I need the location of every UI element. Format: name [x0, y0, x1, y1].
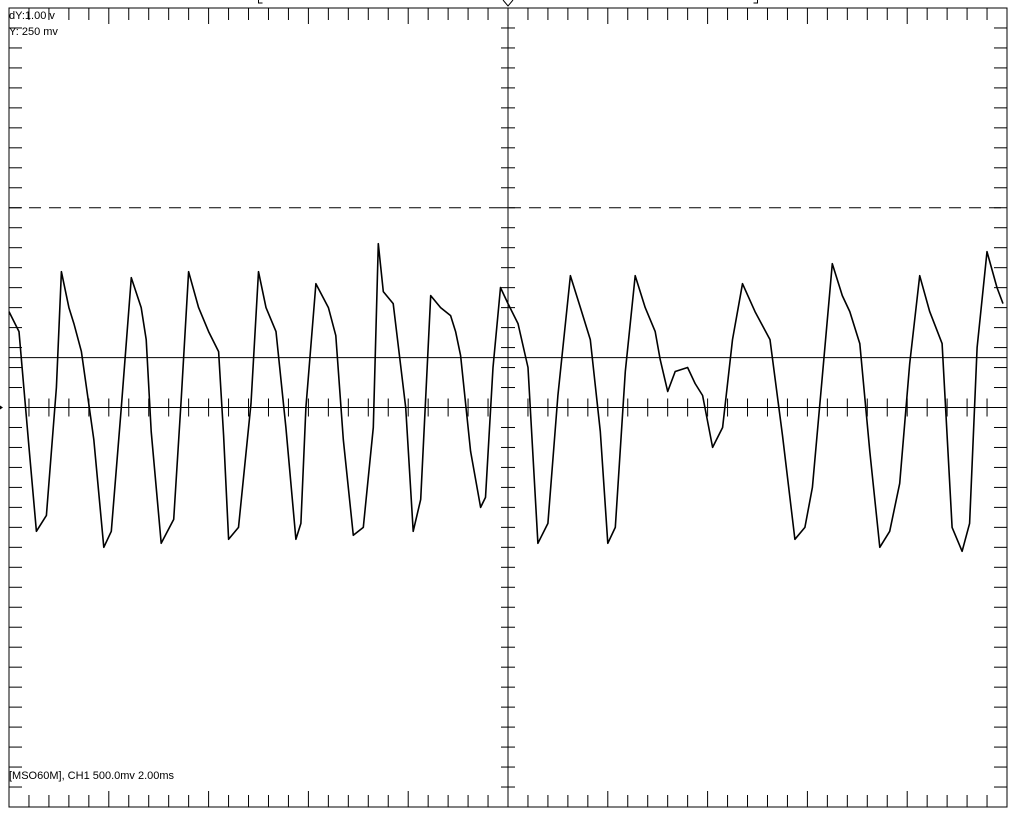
voltage-cursors — [9, 207, 1007, 359]
record-start-bracket — [258, 0, 263, 4]
delta-y-readout: dY:1.00 v — [9, 10, 55, 22]
ch1-waveform — [8, 242, 1004, 553]
graticule — [8, 7, 1008, 808]
trigger-position-marker — [502, 0, 514, 7]
y-cursor-readout: Y: 250 mv — [9, 26, 58, 38]
ch1-trace — [8, 242, 1004, 553]
status-line: [MSO60M], CH1 500.0mv 2.00ms — [9, 770, 175, 782]
ground-level-marker — [0, 405, 3, 410]
edge-markers — [0, 0, 758, 410]
record-end-bracket — [753, 0, 758, 4]
